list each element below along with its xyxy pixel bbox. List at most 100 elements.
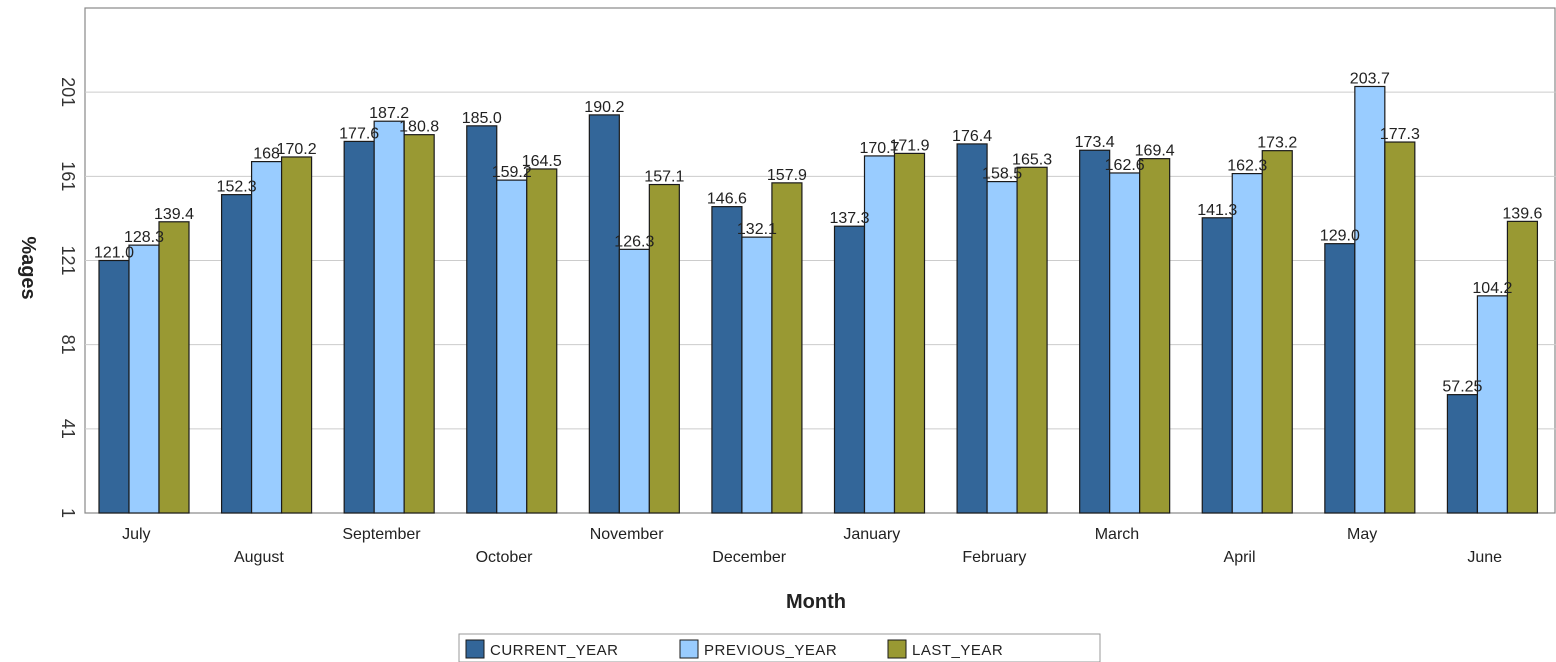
x-tick-label: August — [234, 549, 284, 566]
x-tick-label: February — [962, 549, 1026, 566]
bar-previous-year — [986, 180, 1018, 514]
legend-swatch — [679, 639, 699, 659]
data-label: 170.2 — [277, 141, 317, 158]
x-tick-label: April — [1224, 549, 1256, 566]
bar-current-year — [343, 140, 375, 514]
data-label: 152.3 — [217, 179, 257, 196]
data-label: 162.3 — [1227, 158, 1267, 175]
data-label: 177.6 — [339, 125, 379, 142]
data-label: 137.3 — [829, 210, 869, 227]
legend-swatch — [887, 639, 907, 659]
x-tick-label: September — [342, 526, 421, 543]
data-label: 146.6 — [707, 191, 747, 208]
data-label: 180.8 — [399, 119, 439, 136]
data-label: 141.3 — [1197, 202, 1237, 219]
legend: CURRENT_YEAR PREVIOUS_YEAR LAST_YEAR — [458, 633, 1101, 662]
y-axis-title: %ages — [17, 236, 39, 299]
data-label: 157.1 — [644, 169, 684, 186]
data-label: 185.0 — [462, 110, 502, 127]
data-label: 57.25 — [1442, 379, 1482, 396]
y-tick-label: 201 — [58, 77, 78, 107]
bar-current-year — [833, 225, 866, 514]
y-tick-label: 161 — [58, 161, 78, 191]
bar-current-year — [1201, 217, 1233, 514]
legend-swatch — [465, 639, 485, 659]
y-tick-label: 1 — [58, 508, 78, 518]
bar-current-year — [1446, 394, 1479, 514]
bar-last-year — [1506, 220, 1539, 514]
data-label: 170.7 — [859, 140, 899, 157]
x-tick-label: November — [590, 526, 664, 543]
x-tick-label: July — [122, 526, 150, 543]
bar-current-year — [1324, 243, 1356, 514]
bar-last-year — [1261, 150, 1293, 514]
bar-current-year — [588, 114, 620, 514]
bar-current-year — [98, 259, 130, 514]
data-label: 126.3 — [614, 233, 654, 250]
bar-current-year — [1079, 149, 1111, 514]
bar-last-year — [893, 152, 926, 514]
data-label: 159.2 — [492, 164, 532, 181]
y-tick-label: 121 — [58, 245, 78, 275]
x-tick-label: October — [476, 549, 534, 566]
bar-last-year — [280, 156, 313, 514]
data-label: 171.9 — [889, 137, 929, 154]
y-axis-ticks: 1 41 81 121 161 201 — [58, 77, 78, 518]
data-label: 187.2 — [369, 105, 409, 122]
bar-last-year — [648, 183, 680, 514]
x-tick-label: June — [1467, 549, 1502, 566]
legend-box — [458, 633, 1101, 662]
bar-last-year — [1384, 141, 1416, 514]
data-labels: 121.0 152.3 177.6 185.0 190.2 146.6 137.3 176.4… — [94, 70, 1543, 395]
data-label: 168 — [253, 146, 280, 163]
legend-label: PREVIOUS_YEAR — [704, 642, 837, 659]
bar-previous-year — [250, 161, 283, 514]
data-label: 139.4 — [154, 206, 194, 223]
bar-previous-year — [496, 179, 528, 514]
bar-previous-year — [1231, 172, 1263, 514]
data-label: 132.1 — [737, 221, 777, 238]
data-label: 162.6 — [1105, 157, 1145, 174]
bar-last-year — [526, 168, 558, 514]
bar-current-year — [956, 143, 988, 514]
y-tick-label: 41 — [58, 419, 78, 439]
bar-previous-year — [1354, 85, 1386, 514]
x-tick-label: January — [843, 526, 900, 543]
data-label: 158.5 — [982, 166, 1022, 183]
bar-current-year — [220, 194, 253, 514]
bar-last-year — [1016, 166, 1048, 514]
bars — [98, 85, 1539, 514]
data-label: 157.9 — [767, 167, 807, 184]
x-axis-title: Month — [786, 591, 846, 613]
bar-last-year — [403, 134, 435, 514]
bar-previous-year — [128, 244, 160, 514]
data-label: 104.2 — [1472, 280, 1512, 297]
data-label: 190.2 — [584, 99, 624, 116]
data-label: 139.6 — [1502, 205, 1542, 222]
bar-last-year — [771, 182, 803, 514]
bar-last-year — [158, 221, 190, 514]
bar-previous-year — [373, 120, 405, 514]
data-label: 169.4 — [1135, 143, 1175, 160]
data-label: 129.0 — [1320, 228, 1360, 245]
data-label: 203.7 — [1350, 70, 1390, 87]
data-label: 165.3 — [1012, 151, 1052, 168]
x-tick-label: December — [712, 549, 786, 566]
x-axis-ticks: July August September October November Decemb… — [122, 526, 1502, 566]
bar-current-year — [711, 206, 743, 514]
data-label: 173.2 — [1257, 135, 1297, 152]
bar-previous-year — [1476, 295, 1509, 514]
bar-current-year — [466, 125, 498, 514]
y-tick-label: 81 — [58, 335, 78, 355]
bar-previous-year — [741, 236, 773, 514]
x-tick-label: May — [1347, 526, 1377, 543]
data-label: 121.0 — [94, 245, 134, 262]
legend-label: LAST_YEAR — [912, 642, 1003, 659]
bar-previous-year — [618, 248, 650, 514]
gridlines — [84, 7, 1556, 514]
data-label: 128.3 — [124, 229, 164, 246]
data-label: 164.5 — [522, 153, 562, 170]
data-label: 177.3 — [1380, 126, 1420, 143]
x-tick-label: March — [1095, 526, 1139, 543]
